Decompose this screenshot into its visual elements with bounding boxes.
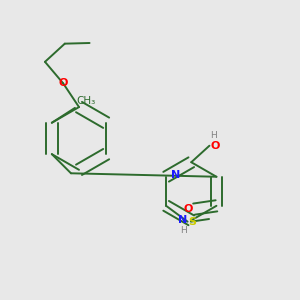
Text: H: H bbox=[210, 130, 217, 140]
Text: O: O bbox=[58, 78, 68, 88]
Text: S: S bbox=[188, 217, 196, 227]
Text: CH₃: CH₃ bbox=[76, 96, 95, 106]
Text: O: O bbox=[210, 141, 220, 151]
Text: O: O bbox=[183, 204, 193, 214]
Text: N: N bbox=[178, 215, 187, 225]
Text: N: N bbox=[171, 170, 180, 180]
Text: H: H bbox=[180, 226, 187, 235]
